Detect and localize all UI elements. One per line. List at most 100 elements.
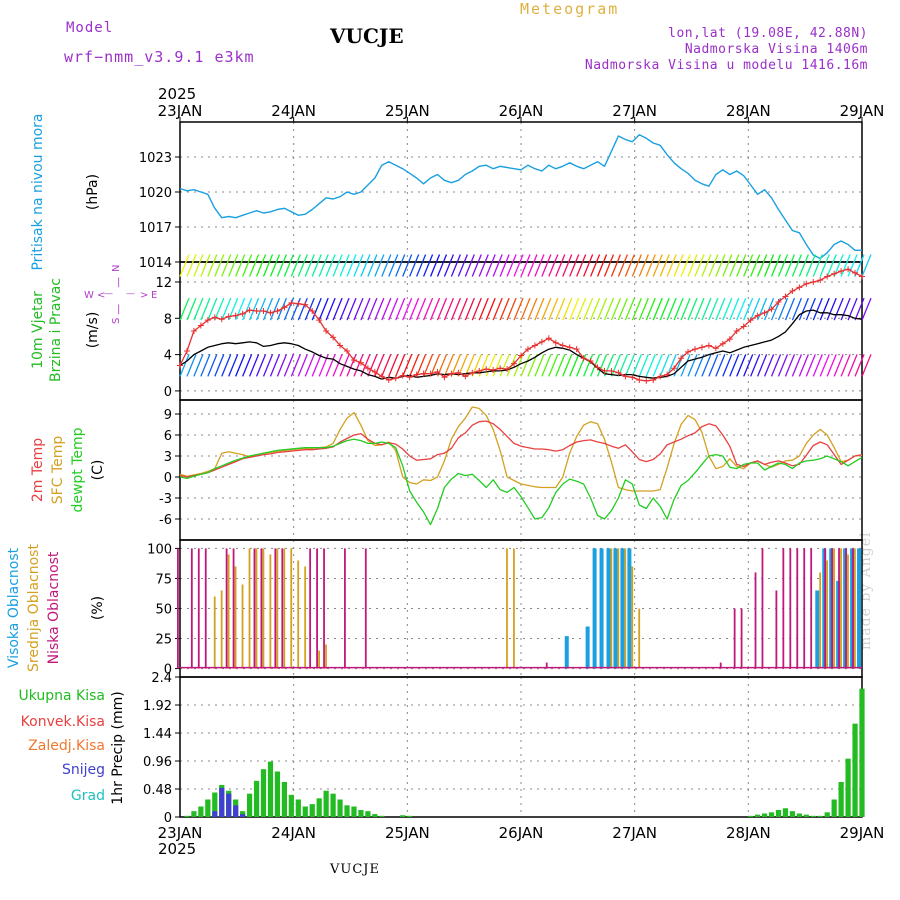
wind-arrow [715, 254, 726, 277]
gust-marker [197, 322, 204, 329]
wind-arrow [436, 297, 448, 321]
wind-arrow [520, 297, 531, 321]
wind-arrow [722, 354, 733, 377]
wind-arrow [457, 254, 468, 277]
cloud-bar [624, 548, 627, 669]
wind-arrow [332, 297, 343, 321]
cloud-bar [220, 590, 223, 669]
cloud-bar [283, 548, 286, 669]
wind-arrow [784, 297, 796, 321]
gust-marker [601, 367, 608, 374]
wind-arrow [826, 297, 837, 321]
cloud-bar [810, 548, 813, 669]
wind-arrow [638, 354, 649, 377]
dir-legend-dash-right: — [126, 289, 135, 299]
wind-arrow [652, 297, 663, 321]
wind-arrow [791, 297, 803, 321]
wind-arrow [603, 254, 615, 277]
wind-arrow [269, 254, 281, 277]
wind-arrow [805, 254, 816, 277]
gust-marker [740, 323, 747, 330]
wind-arrow [736, 297, 747, 321]
cloud-bar [610, 548, 613, 669]
wind-arrow [770, 254, 782, 277]
dir-legend-vbar-bottom: | [117, 304, 120, 315]
y-tick-label: 9 [164, 408, 172, 423]
wind-arrow [262, 354, 274, 377]
gust-marker [691, 346, 698, 353]
wind-arrow [812, 254, 823, 277]
panel-1: 12 8 4 0 [155, 261, 863, 401]
altitude-label: Nadmorska Visina 1406m [684, 42, 868, 57]
wind-arrow [262, 254, 274, 277]
wind-arrow [499, 354, 510, 377]
cloud-bar [599, 548, 604, 669]
cloud-bar [613, 548, 618, 669]
date-label-bottom: 27JAN [612, 824, 657, 842]
wind-arrow [283, 297, 294, 321]
gust-marker [524, 346, 531, 353]
precip-bar [267, 761, 274, 817]
wind-arrow [193, 254, 204, 277]
wind-arrow [235, 354, 246, 377]
wind-arrow [596, 297, 608, 321]
y-tick-label: 0 [164, 385, 172, 400]
wind-arrow [402, 297, 413, 321]
gust-marker [309, 308, 316, 315]
wind-arrow [409, 354, 420, 377]
gust-marker [810, 278, 817, 285]
wind-arrow [471, 254, 482, 277]
wind-arrow [471, 297, 482, 321]
wind-arrow [311, 254, 322, 277]
wind-arrow [631, 254, 642, 277]
wind-arrow [395, 254, 406, 277]
wind-arrow [443, 354, 455, 377]
cloud-bar [234, 566, 237, 669]
wind-arrow [548, 254, 559, 277]
wind-arrow [562, 297, 573, 321]
wind-arrow [757, 254, 768, 277]
dir-legend-left: < [97, 290, 105, 301]
gust-marker [288, 299, 295, 306]
gust-marker [671, 365, 678, 372]
wind-arrow [395, 297, 406, 321]
wind-arrow [242, 297, 253, 321]
wind-arrow [269, 354, 281, 377]
precip-legend-4: Grad [71, 788, 105, 804]
wind-arrow [276, 254, 288, 277]
precip-bar [330, 793, 336, 817]
gust-marker [747, 317, 754, 324]
wind-arrow [422, 354, 434, 377]
wind-arrow [659, 254, 670, 277]
wind-arrow [193, 354, 204, 377]
precip-bar [789, 811, 796, 817]
cloud-bar [290, 548, 293, 669]
temp-unit: (C) [90, 460, 106, 481]
wind-arrow [624, 254, 635, 277]
wind-arrow [235, 254, 246, 277]
y-tick-label: 50 [155, 603, 172, 618]
legend-high-cloud: Visoka Oblacnost [6, 547, 22, 668]
cloud-bar [838, 548, 840, 669]
wind-arrow [701, 297, 712, 321]
gust-marker [350, 357, 357, 364]
date-label-bottom: 28JAN [726, 824, 771, 842]
y-tick-label: 8 [164, 312, 172, 327]
wind-arrow [798, 254, 809, 277]
gust-marker [462, 373, 469, 380]
gust-marker [190, 328, 197, 334]
precip-bar [775, 810, 782, 817]
wind-arrow [450, 254, 462, 277]
wind-arrow [576, 254, 587, 277]
wind-arrow [499, 254, 510, 277]
wind-arrow [513, 297, 524, 321]
gust-marker [845, 266, 852, 273]
wind-arrow [708, 297, 719, 321]
wind-arrow [242, 254, 253, 277]
date-label-bottom: 26JAN [499, 824, 544, 842]
gust-marker [337, 342, 344, 349]
wind-arrow [610, 254, 622, 277]
wind-arrow [478, 254, 489, 277]
precip-legend-0: Ukupna Kisa [18, 688, 105, 704]
